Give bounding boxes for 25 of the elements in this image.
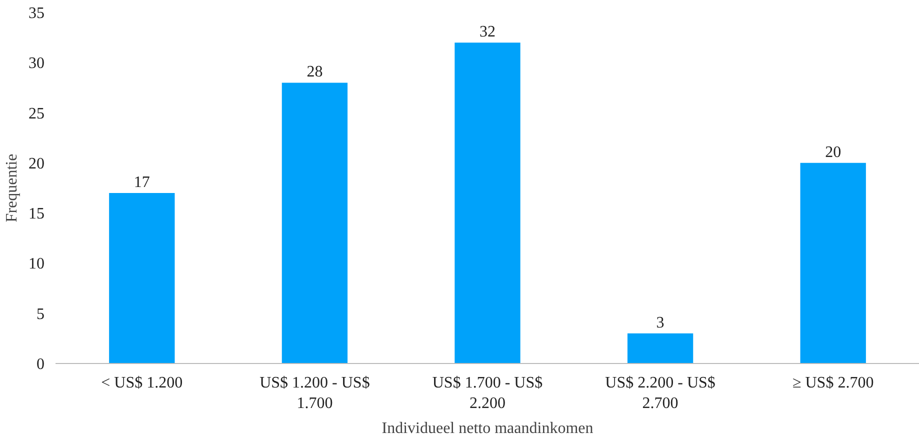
x-axis-title: Individueel netto maandinkomen	[382, 420, 594, 437]
y-tick-label: 35	[28, 5, 44, 22]
data-label: 28	[306, 64, 323, 81]
x-tick-label: ≥ US$ 2.700	[792, 374, 874, 392]
x-tick-label: < US$ 1.200	[101, 374, 183, 392]
y-tick-label: 20	[28, 155, 44, 172]
bar	[454, 42, 520, 364]
y-tick-label: 25	[28, 105, 44, 122]
bar	[627, 333, 694, 364]
bar	[800, 162, 866, 364]
y-tick-label: 30	[28, 55, 44, 72]
y-tick-label: 15	[28, 206, 44, 223]
data-label: 32	[480, 24, 496, 41]
x-tick-label: US$ 1.700 - US$ 2.200	[432, 374, 543, 412]
data-label: 17	[134, 174, 150, 192]
data-label: 3	[656, 314, 664, 332]
bar	[282, 82, 348, 364]
x-tick-label: US$ 1.200 - US$ 1.700	[260, 374, 370, 412]
y-axis-title: Frequentie	[4, 154, 20, 222]
bar	[109, 193, 175, 364]
y-tick-label: 10	[28, 256, 44, 273]
y-tick-label: 5	[36, 306, 44, 323]
data-label: 20	[825, 144, 842, 161]
x-tick-label: US$ 2.200 - US$ 2.700	[605, 374, 716, 412]
y-tick-label: 0	[36, 356, 44, 373]
